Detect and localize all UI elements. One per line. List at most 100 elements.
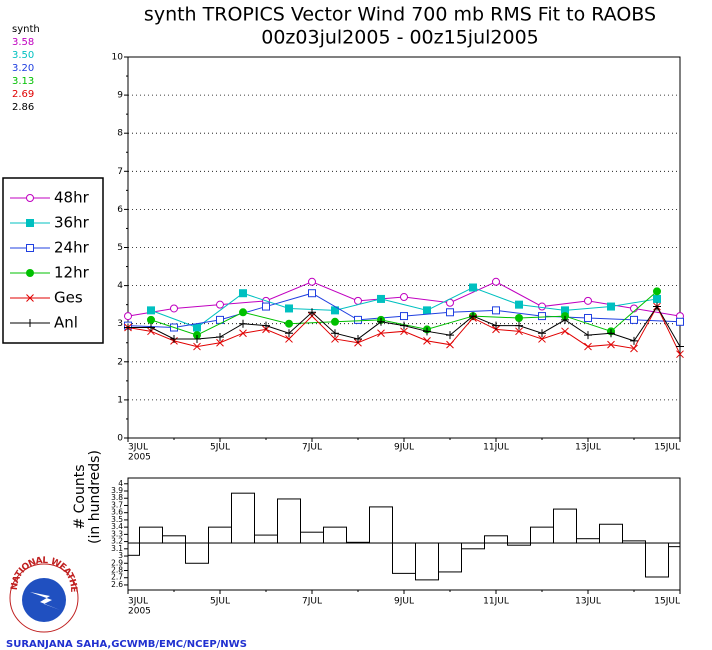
y-tick-label: 3.2 <box>111 537 123 546</box>
bar <box>553 508 577 544</box>
y-tick-label: 10 <box>112 53 124 63</box>
marker <box>423 327 431 336</box>
marker <box>561 315 569 324</box>
marker <box>584 296 592 305</box>
bar <box>645 542 669 578</box>
marker <box>26 319 34 327</box>
marker <box>285 329 293 338</box>
marker <box>630 336 638 345</box>
summary-value: 2.86 <box>12 102 34 113</box>
bar <box>599 523 623 544</box>
marker <box>377 294 385 303</box>
summary-value: 3.20 <box>12 63 34 74</box>
series: 48hr <box>10 189 684 321</box>
marker <box>653 302 661 311</box>
marker <box>26 294 34 302</box>
marker <box>26 194 34 202</box>
marker <box>400 312 408 321</box>
marker <box>538 302 546 311</box>
x-tick-label: 9JUL <box>394 597 414 607</box>
marker <box>653 287 661 296</box>
marker <box>331 317 339 326</box>
legend-box <box>2 177 104 344</box>
x-tick-label: 5JUL <box>210 443 230 453</box>
x-tick-label: 3JUL <box>128 597 148 607</box>
series: Ges <box>10 289 684 359</box>
marker <box>285 304 293 313</box>
marker <box>607 340 615 349</box>
bar <box>139 526 163 544</box>
bar <box>277 498 301 544</box>
marker <box>630 315 638 324</box>
summary-value: 3.50 <box>12 50 34 61</box>
marker <box>469 312 477 321</box>
marker <box>239 308 247 317</box>
x-year-label: 2005 <box>128 453 151 463</box>
bar <box>461 542 485 550</box>
y-tick-label: 3.5 <box>111 515 123 524</box>
marker <box>308 289 316 298</box>
marker <box>377 317 385 326</box>
legend-label: Anl <box>54 314 78 332</box>
marker <box>216 338 224 347</box>
marker <box>469 283 477 292</box>
marker <box>124 312 132 321</box>
marker <box>676 342 684 351</box>
bar <box>530 526 554 544</box>
marker <box>492 306 500 315</box>
x-year-label: 2005 <box>128 607 151 617</box>
marker <box>630 344 638 353</box>
summary-value: 3.13 <box>12 76 34 87</box>
marker <box>354 296 362 305</box>
y-tick-label: 3 <box>118 551 123 560</box>
logo-bolt <box>30 592 60 610</box>
bars <box>128 492 680 581</box>
x-tick-label: 13JUL <box>575 597 601 607</box>
chart-title: synth TROPICS Vector Wind 700 mb RMS Fit… <box>144 4 656 26</box>
y-tick-label: 3.9 <box>111 486 123 495</box>
marker <box>400 327 408 336</box>
series: 24hr <box>10 239 684 332</box>
legend-label: 24hr <box>54 239 90 257</box>
marker <box>216 300 224 309</box>
bar <box>668 542 680 548</box>
marker <box>492 321 500 330</box>
marker <box>331 306 339 315</box>
marker <box>193 334 201 343</box>
marker <box>26 219 34 227</box>
marker <box>515 313 523 322</box>
series: 12hr <box>10 264 661 340</box>
x-tick-label: 13JUL <box>575 443 601 453</box>
y-axis-label: (in hundreds) <box>87 450 103 544</box>
x-tick-label: 3JUL <box>128 443 148 453</box>
marker <box>607 329 615 338</box>
marker <box>446 331 454 340</box>
x-tick-label: 7JUL <box>302 443 322 453</box>
marker <box>147 306 155 315</box>
marker <box>492 277 500 286</box>
series: 36hr <box>10 214 661 332</box>
y-tick-label: 3.3 <box>111 529 123 538</box>
marker <box>446 308 454 317</box>
marker <box>377 329 385 338</box>
bar <box>323 526 347 544</box>
bar <box>231 492 255 544</box>
y-tick-label: 4 <box>118 479 123 488</box>
marker <box>239 319 247 328</box>
bar <box>369 506 393 544</box>
marker <box>331 335 339 343</box>
y-tick-label: 3.4 <box>111 522 123 531</box>
marker <box>538 335 546 343</box>
x-tick-label: 9JUL <box>394 443 414 453</box>
marker <box>676 317 684 326</box>
y-tick-label: 5 <box>117 243 123 253</box>
marker <box>423 336 431 345</box>
marker <box>239 289 247 298</box>
legend-label: 36hr <box>54 214 90 232</box>
marker <box>193 342 201 351</box>
y-tick-label: 2 <box>117 357 123 367</box>
summary-value: 2.69 <box>12 89 34 100</box>
bar <box>576 538 600 544</box>
y-tick-label: 7 <box>117 167 123 177</box>
x-tick-label: 15JUL <box>654 597 680 607</box>
